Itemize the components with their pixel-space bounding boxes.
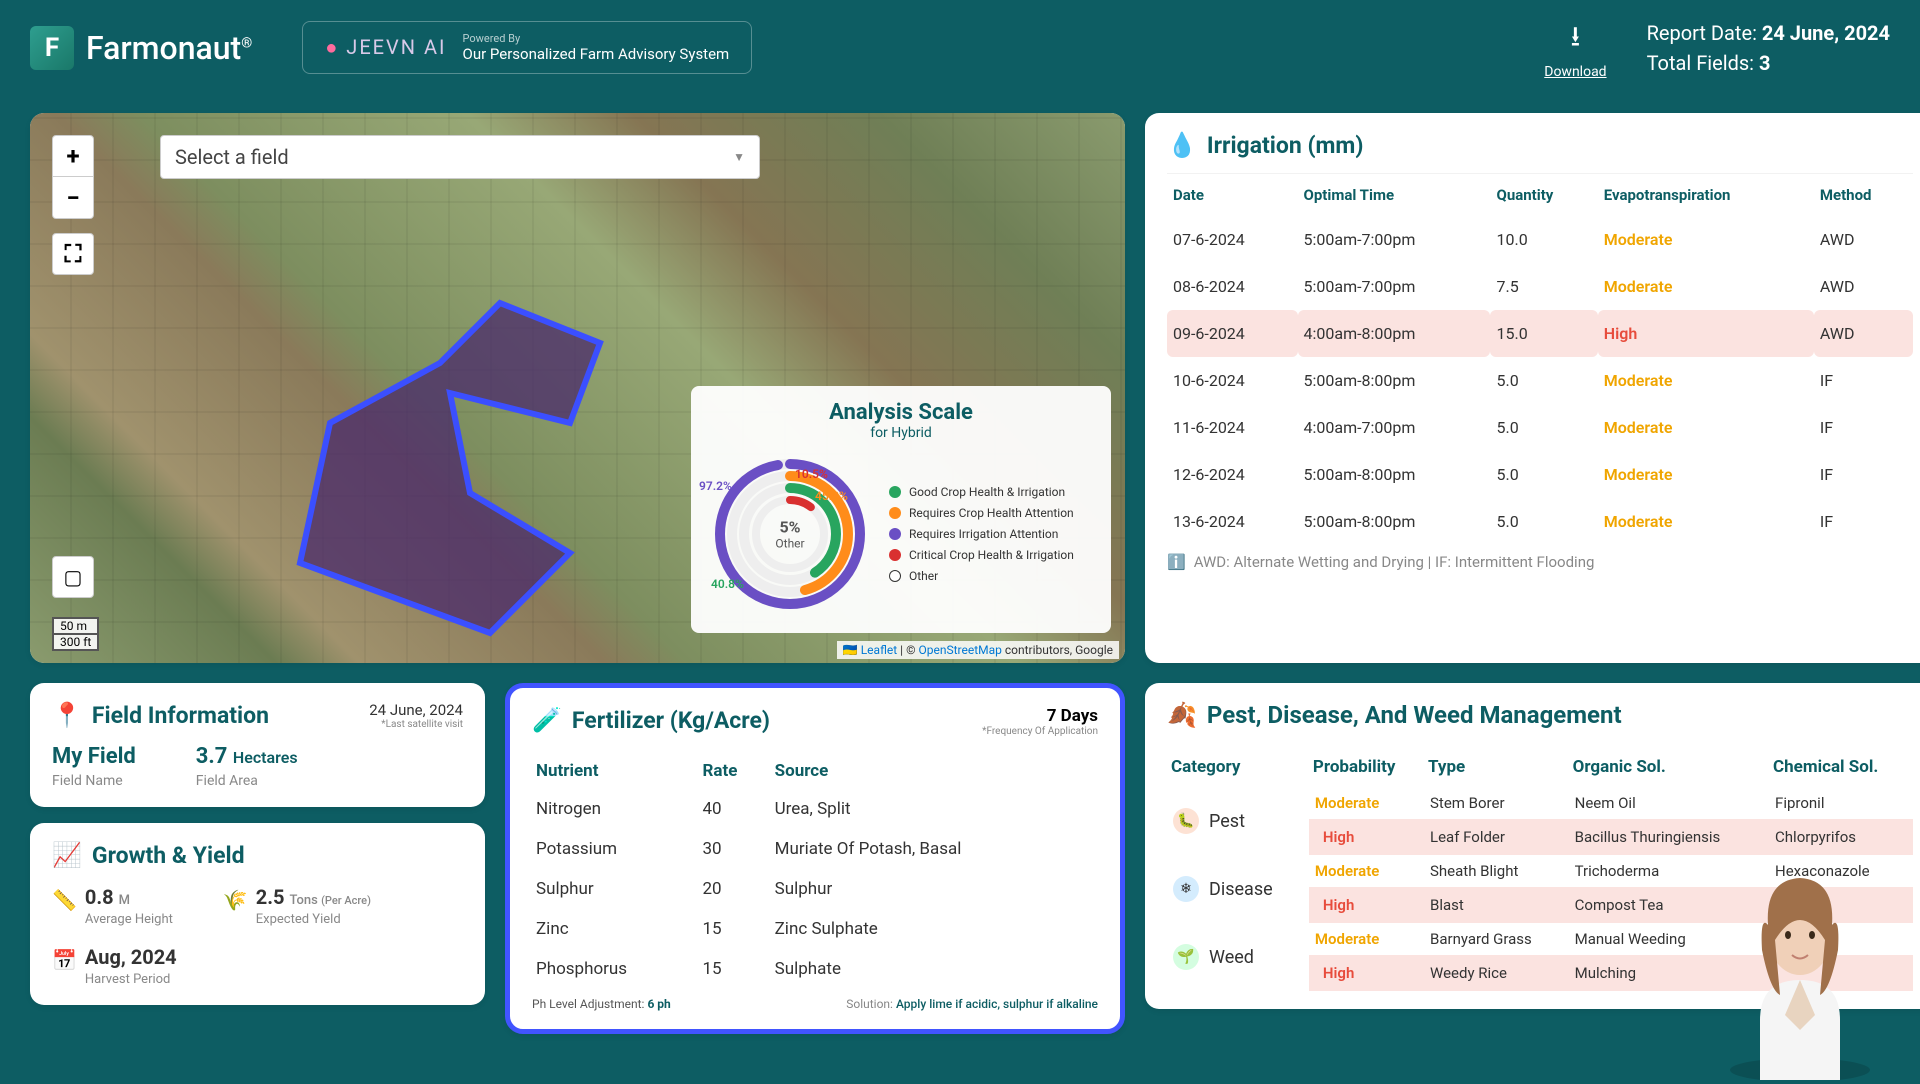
report-meta: Report Date: 24 June, 2024 Total Fields:… — [1647, 18, 1890, 78]
leaf-icon: 🍂 — [1167, 701, 1197, 729]
table-row: Potassium30Muriate Of Potash, Basal — [532, 829, 1098, 869]
harvest-period: 📅 Aug, 2024Harvest Period — [52, 945, 177, 987]
zoom-in-button[interactable]: + — [52, 135, 94, 177]
table-row: Sulphur20Sulphur — [532, 869, 1098, 909]
analysis-title: Analysis Scale — [705, 400, 1097, 425]
field-map[interactable]: + − ⛶ Select a field ▼ ▢ 50 m300 ft 🇺🇦 L… — [30, 113, 1125, 663]
fertilizer-frequency: 7 Days*Frequency Of Application — [982, 706, 1098, 737]
ruler-icon: 📏 — [52, 888, 77, 912]
irrigation-title: Irrigation (mm) — [1207, 132, 1364, 159]
category-icon: ❄ — [1173, 876, 1199, 902]
download-label: Download — [1544, 64, 1606, 80]
ph-adjustment: Ph Level Adjustment: 6 ph — [532, 997, 671, 1011]
category-icon: 🌱 — [1173, 944, 1199, 970]
analysis-donut-chart: 5%Other 97.2%10.5%45.8%40.8% — [705, 449, 875, 619]
field-polygon — [270, 293, 710, 663]
table-row: 10-6-20245:00am-8:00pm5.0ModerateIF — [1167, 357, 1913, 404]
pin-icon: 📍 — [52, 701, 82, 729]
table-row: 13-6-20245:00am-8:00pm5.0ModerateIF — [1167, 498, 1913, 545]
category-icon: 🐛 — [1173, 808, 1199, 834]
table-row: 08-6-20245:00am-7:00pm7.5ModerateAWD — [1167, 263, 1913, 310]
avg-height: 📏 0.8 MAverage Height — [52, 885, 173, 927]
water-icon: 💧 — [1167, 131, 1197, 159]
field-area: 3.7 Hectares Field Area — [196, 744, 298, 789]
field-selector[interactable]: Select a field ▼ — [160, 135, 760, 179]
table-row: 07-6-20245:00am-7:00pm10.0ModerateAWD — [1167, 216, 1913, 263]
download-icon: ⭳ — [1544, 16, 1606, 64]
measure-tool-button[interactable]: ▢ — [52, 556, 94, 598]
ai-logo-icon: ● JEEVN AI — [325, 35, 446, 60]
expected-yield: 🌾 2.5 Tons (Per Acre)Expected Yield — [223, 885, 371, 927]
analysis-subtitle: for Hybrid — [705, 425, 1097, 441]
table-row: 11-6-20244:00am-7:00pm5.0ModerateIF — [1167, 404, 1913, 451]
leaflet-link[interactable]: Leaflet — [861, 643, 897, 657]
map-zoom-controls: + − ⛶ — [52, 135, 94, 275]
table-row: Nitrogen40Urea, Split — [532, 789, 1098, 829]
field-selector-placeholder: Select a field — [175, 145, 289, 169]
app-header: F Farmonaut® ● JEEVN AI Powered By Our P… — [0, 0, 1920, 95]
analysis-scale-panel: Analysis Scale for Hybrid 5%Other 97.2%1… — [691, 386, 1111, 633]
logo-mark-icon: F — [30, 26, 74, 70]
table-row: 09-6-20244:00am-8:00pm15.0HighAWD — [1167, 310, 1913, 357]
calendar-icon: 📅 — [52, 948, 77, 972]
osm-link[interactable]: OpenStreetMap — [918, 643, 1001, 657]
growth-yield-card: 📈 Growth & Yield 📏 0.8 MAverage Height 🌾 … — [30, 823, 485, 1005]
table-row: Phosphorus15Sulphate — [532, 949, 1098, 989]
assistant-avatar — [1710, 840, 1890, 1080]
growth-icon: 📈 — [52, 841, 82, 869]
table-row: 12-6-20245:00am-8:00pm5.0ModerateIF — [1167, 451, 1913, 498]
field-info-card: 📍 Field Information 24 June, 2024*Last sa… — [30, 683, 485, 807]
irrigation-table: DateOptimal TimeQuantityEvapotranspirati… — [1167, 173, 1913, 545]
fertilizer-table: NutrientRateSourceNitrogen40Urea, SplitP… — [532, 753, 1098, 989]
growth-title: Growth & Yield — [92, 842, 245, 869]
yield-icon: 🌾 — [223, 888, 248, 912]
flask-icon: 🧪 — [532, 706, 562, 734]
irrigation-card: 💧 Irrigation (mm) DateOptimal TimeQuantit… — [1145, 113, 1920, 663]
fertilizer-card: 🧪 Fertilizer (Kg/Acre) 7 Days*Frequency O… — [505, 683, 1125, 1034]
fertilizer-title: Fertilizer (Kg/Acre) — [572, 707, 770, 734]
table-row: 🐛PestModerateStem BorerNeem OilFipronil — [1167, 787, 1913, 819]
pest-title: Pest, Disease, And Weed Management — [1207, 701, 1622, 729]
info-icon: ℹ️ — [1167, 553, 1186, 571]
chevron-down-icon: ▼ — [733, 150, 745, 164]
map-attribution: 🇺🇦 Leaflet | © OpenStreetMap contributor… — [837, 641, 1119, 659]
download-button[interactable]: ⭳ Download — [1544, 16, 1606, 80]
zoom-out-button[interactable]: − — [52, 177, 94, 219]
map-scale: 50 m300 ft — [52, 617, 99, 651]
brand-name: Farmonaut® — [86, 29, 252, 67]
field-name: My Field Field Name — [52, 744, 136, 789]
field-info-title: Field Information — [92, 702, 269, 729]
ai-system-badge: ● JEEVN AI Powered By Our Personalized F… — [302, 21, 752, 74]
fullscreen-button[interactable]: ⛶ — [52, 233, 94, 275]
table-row: Zinc15Zinc Sulphate — [532, 909, 1098, 949]
analysis-legend: Good Crop Health & IrrigationRequires Cr… — [889, 478, 1074, 590]
brand-logo: F Farmonaut® — [30, 26, 252, 70]
satellite-date: 24 June, 2024*Last satellite visit — [369, 701, 463, 730]
irrigation-legend: ℹ️AWD: Alternate Wetting and Drying | IF… — [1167, 553, 1913, 571]
ai-powered-label: Powered By — [463, 32, 730, 45]
ph-solution: Solution: Apply lime if acidic, sulphur … — [846, 997, 1098, 1011]
ai-tagline: Our Personalized Farm Advisory System — [463, 45, 730, 63]
